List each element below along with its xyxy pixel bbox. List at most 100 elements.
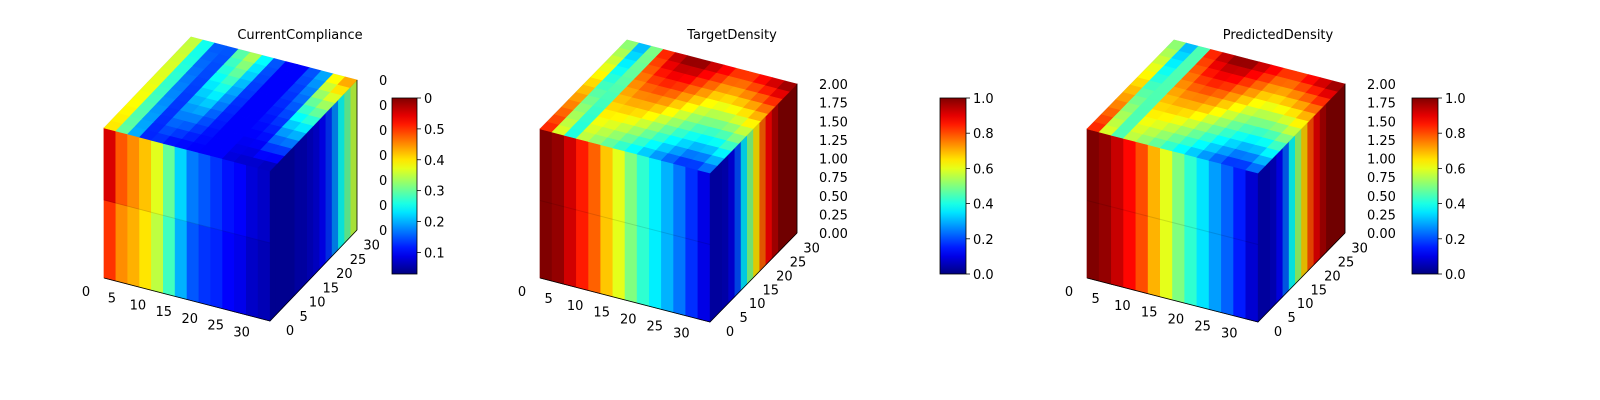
x-tick-label: 0: [82, 285, 90, 300]
y-tick-label: 0: [1274, 325, 1282, 340]
x-tick-label: 20: [1168, 313, 1185, 328]
y-tick-label: 15: [763, 283, 780, 298]
voxel-face-front: [1172, 150, 1185, 304]
voxel-face-front: [151, 139, 164, 216]
z-tick-label: 0: [379, 199, 387, 214]
voxel-face-front: [246, 164, 259, 241]
z-tick-label: 1.25: [1367, 134, 1396, 149]
x-tick-label: 10: [130, 298, 147, 313]
x-tick-label: 5: [544, 292, 552, 307]
y-tick-label: 25: [350, 253, 367, 268]
voxel-face-front: [697, 169, 711, 323]
voxel-face-front: [222, 158, 235, 235]
panel-current-compliance: CurrentCompliance 0 5 10 15 20 25 30 0 5…: [82, 28, 445, 340]
voxel-face-front: [576, 138, 589, 291]
shade-band: [103, 199, 271, 244]
y-tick-label: 25: [1338, 256, 1355, 271]
colorbar-tick-label: 0.8: [1445, 127, 1466, 142]
x-tick-label: 25: [647, 319, 664, 334]
y-tick-label: 10: [309, 296, 326, 311]
voxel-face-front: [588, 141, 602, 295]
z-tick-label: 0.50: [819, 190, 848, 205]
axes-3d: [103, 36, 421, 322]
voxel-face-front: [186, 149, 200, 225]
colorbar: [391, 97, 418, 275]
z-tick-label: 1.50: [819, 115, 848, 130]
voxel-cube: [539, 39, 798, 323]
colorbar-tick-label: 0.0: [1445, 268, 1466, 283]
colorbar-tick-label: 0.6: [1445, 162, 1466, 177]
colorbar-tick-labels: 0.0 0.2 0.4 0.6 0.8 1.0: [1445, 92, 1466, 283]
x-tick-label: 10: [567, 299, 584, 314]
colorbar-tick-label: 0.4: [1445, 198, 1466, 213]
voxel-cube: [103, 36, 358, 322]
y-tick-labels: 0 5 10 15 20 25 30: [1274, 242, 1368, 340]
voxel-face-front: [661, 160, 674, 313]
colorbar-tick-label: 0.1: [424, 246, 445, 261]
voxel-face-front: [612, 147, 626, 301]
voxel-face-front: [673, 163, 687, 317]
z-tick-label: 0: [379, 224, 387, 239]
y-tick-label: 20: [776, 269, 793, 284]
voxel-face-front: [685, 166, 699, 320]
chart-title: CurrentCompliance: [237, 28, 362, 43]
z-tick-label: 1.00: [1367, 153, 1396, 168]
voxel-face-front: [551, 131, 565, 285]
voxel-cube: [1086, 39, 1346, 323]
colorbar-tick-label: 0.4: [424, 154, 445, 169]
colorbar-tick-label: 0.5: [424, 123, 445, 138]
shade-right: [1258, 84, 1345, 322]
z-tick-labels: 0 0 0 0 0 0 0: [379, 74, 387, 239]
z-tick-label: 0.75: [1367, 171, 1396, 186]
z-tick-label: 0.75: [819, 171, 848, 186]
x-tick-label: 15: [1141, 306, 1158, 321]
voxel-face-front: [1135, 141, 1149, 295]
z-tick-label: 0.25: [819, 208, 848, 223]
x-tick-label: 5: [1092, 292, 1100, 307]
shade-band: [539, 200, 711, 246]
z-tick-label: 1.75: [1367, 97, 1396, 112]
z-tick-labels: 0.00 0.25 0.50 0.75 1.00 1.25 1.50 1.75 …: [1367, 78, 1396, 242]
z-tick-label: 1.25: [819, 134, 848, 149]
y-tick-label: 20: [1324, 269, 1341, 284]
x-tick-label: 30: [1221, 326, 1238, 341]
axes-3d: [539, 39, 970, 323]
colorbar-tick-label: 0: [424, 92, 432, 107]
voxel-face-front: [174, 146, 188, 222]
x-tick-label: 20: [182, 312, 199, 327]
colorbar-tick-label: 0.0: [973, 268, 994, 283]
voxel-face-front: [103, 127, 117, 204]
y-tick-label: 0: [286, 324, 294, 339]
panel-target-density: TargetDensity 0 5 10 15 20 25 30 0 5 10 …: [518, 28, 994, 341]
colorbar-tick-label: 1.0: [1445, 92, 1466, 107]
voxel-face-front: [636, 153, 650, 307]
voxel-face-front: [1208, 160, 1222, 313]
x-axis-line: [1086, 277, 1259, 323]
z-tick-label: 0.25: [1367, 208, 1396, 223]
y-tick-label: 10: [1297, 297, 1314, 312]
voxel-face-front: [1160, 147, 1173, 301]
x-axis-line: [539, 277, 711, 323]
z-tick-label: 1.50: [1367, 115, 1396, 130]
voxel-face-front: [139, 136, 152, 213]
x-tick-label: 25: [207, 319, 224, 334]
y-tick-label: 30: [803, 242, 820, 257]
voxel-face-front: [198, 152, 211, 228]
colorbar: [1411, 97, 1439, 275]
y-tick-label: 0: [726, 325, 734, 340]
colorbar-tick-label: 0.6: [973, 162, 994, 177]
y-tick-label: 5: [739, 311, 747, 326]
voxel-face-front: [1196, 156, 1210, 310]
voxel-face-front: [1233, 166, 1247, 320]
x-tick-label: 5: [108, 292, 116, 307]
z-tick-label: 0.00: [819, 227, 848, 242]
voxel-face-front: [163, 143, 176, 219]
y-tick-label: 30: [1351, 242, 1368, 257]
x-tick-label: 25: [1194, 319, 1211, 334]
y-axis-line: [269, 229, 358, 322]
x-tick-label: 0: [518, 285, 526, 300]
z-tick-label: 0.50: [1367, 190, 1396, 205]
colorbar-tick-labels: 0.0 0.2 0.4 0.6 0.8 1.0: [973, 92, 994, 283]
voxel-face-front: [1184, 153, 1198, 307]
